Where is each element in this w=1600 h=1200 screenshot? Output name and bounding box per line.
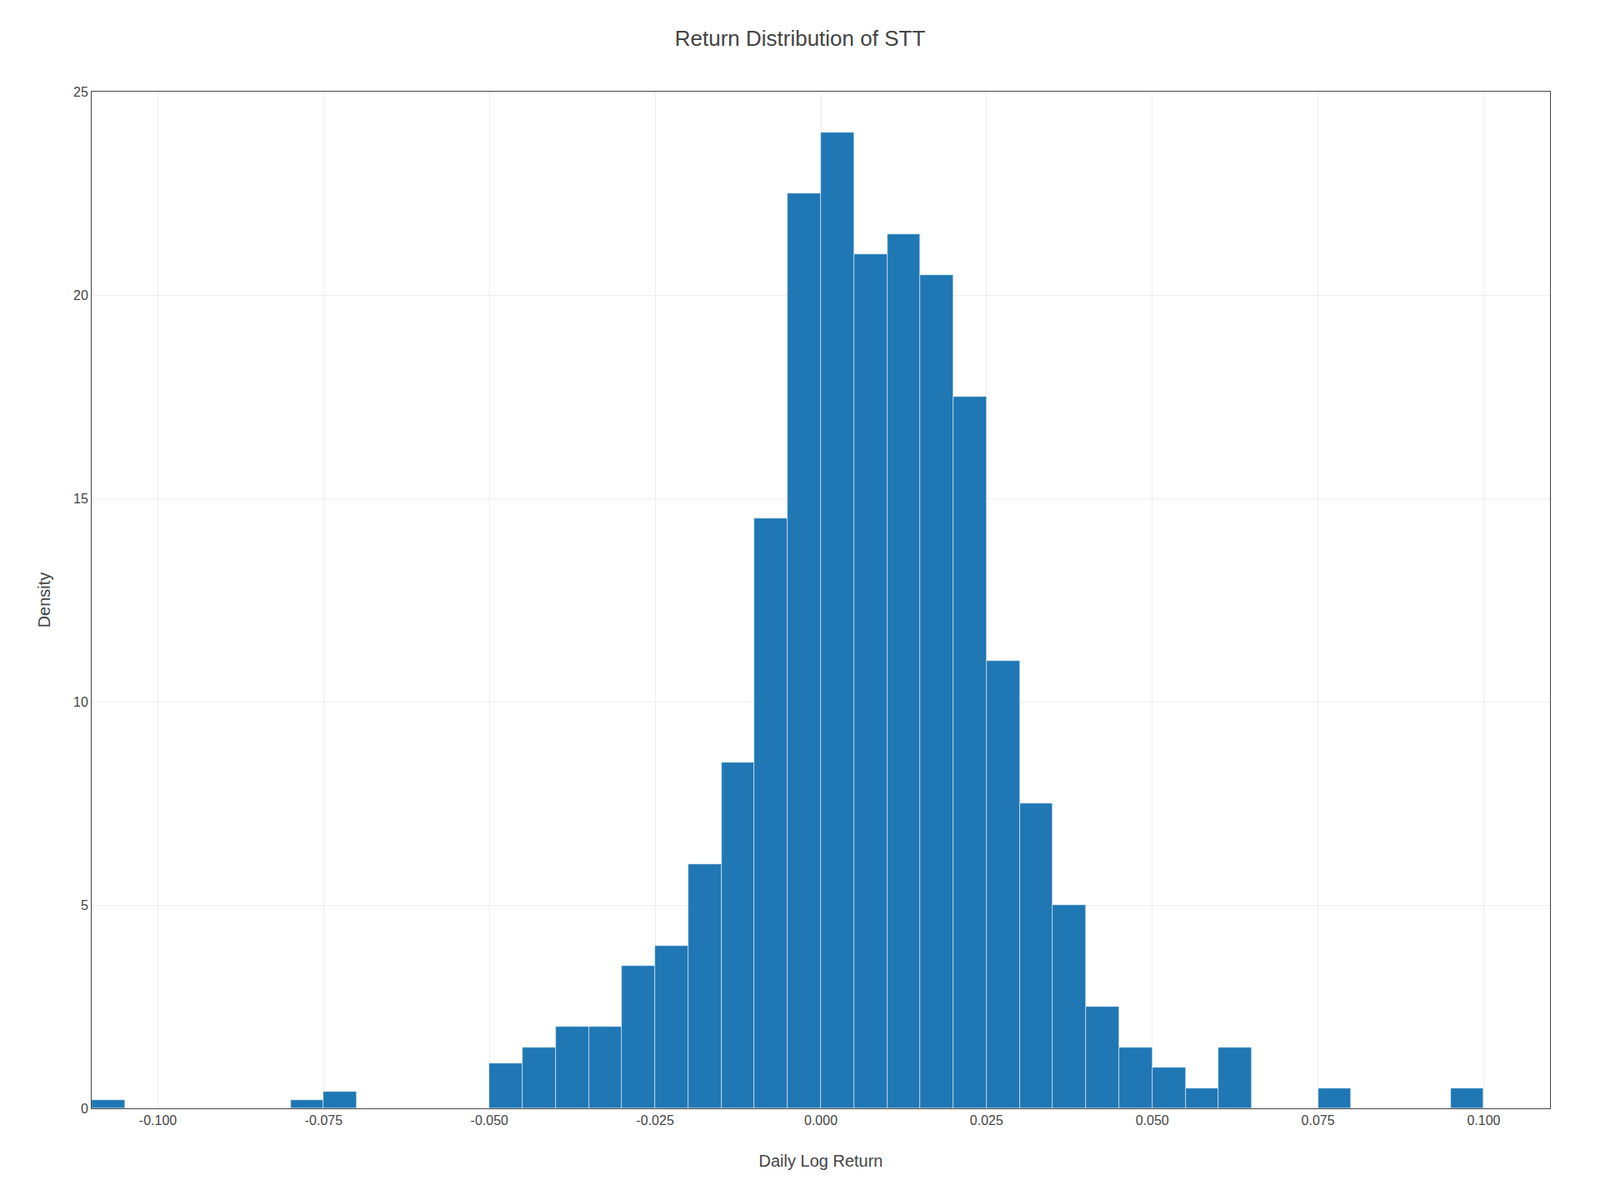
svg-text:Density: Density bbox=[35, 572, 54, 629]
svg-text:10: 10 bbox=[73, 695, 89, 710]
svg-text:Daily Log Return: Daily Log Return bbox=[759, 1151, 884, 1170]
svg-text:-0.100: -0.100 bbox=[139, 1113, 177, 1128]
svg-text:0.075: 0.075 bbox=[1301, 1113, 1335, 1128]
svg-text:0.000: 0.000 bbox=[804, 1113, 838, 1128]
svg-text:0.025: 0.025 bbox=[970, 1113, 1004, 1128]
svg-text:0.100: 0.100 bbox=[1466, 1113, 1500, 1128]
svg-text:-0.075: -0.075 bbox=[305, 1113, 343, 1128]
svg-text:0: 0 bbox=[80, 1101, 89, 1116]
svg-text:0.050: 0.050 bbox=[1135, 1113, 1170, 1128]
svg-text:-0.025: -0.025 bbox=[635, 1113, 674, 1128]
svg-text:25: 25 bbox=[73, 85, 89, 100]
svg-text:15: 15 bbox=[73, 491, 89, 506]
svg-text:-0.050: -0.050 bbox=[470, 1113, 509, 1128]
svg-text:20: 20 bbox=[73, 288, 89, 303]
svg-text:5: 5 bbox=[80, 898, 89, 913]
svg-text:Return Distribution of STT: Return Distribution of STT bbox=[675, 25, 926, 51]
